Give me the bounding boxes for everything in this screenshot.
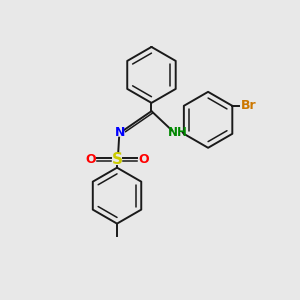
Text: Br: Br [241, 99, 256, 112]
Text: O: O [85, 153, 96, 166]
Text: S: S [112, 152, 122, 167]
Text: NH: NH [167, 126, 187, 139]
Text: N: N [116, 126, 126, 139]
Text: O: O [138, 153, 148, 166]
